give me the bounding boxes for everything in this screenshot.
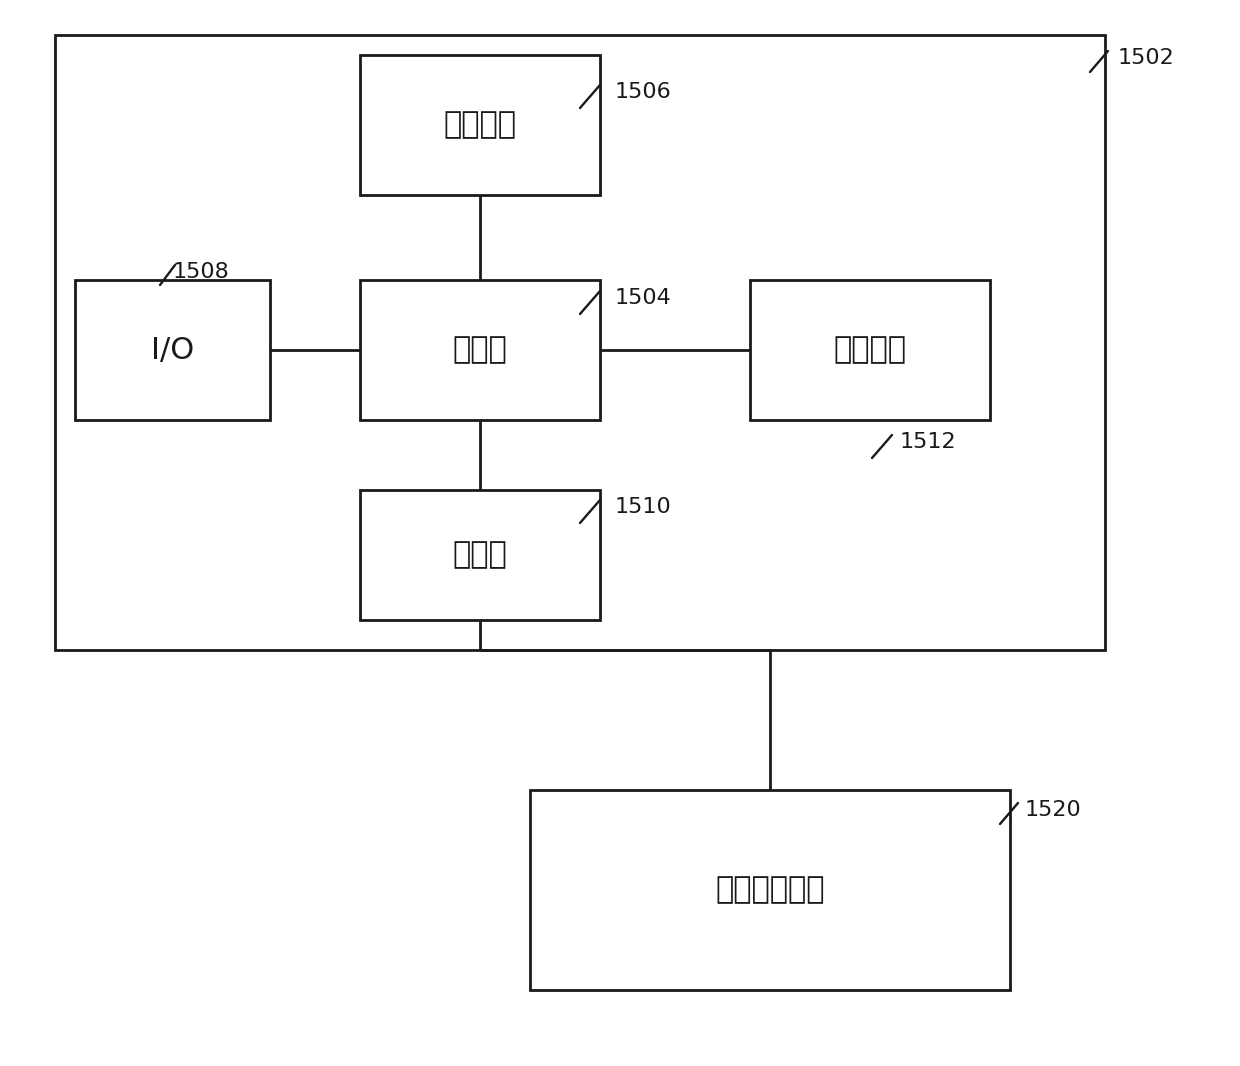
Bar: [55, 35, 1105, 650]
Text: 存储装置: 存储装置: [833, 336, 906, 365]
Text: 1506: 1506: [615, 82, 672, 102]
Bar: [529, 790, 1011, 990]
Bar: [360, 55, 600, 195]
Text: 处理器: 处理器: [453, 336, 507, 365]
Text: 1520: 1520: [1025, 800, 1081, 820]
Bar: [74, 280, 270, 420]
Bar: [750, 280, 990, 420]
Bar: [360, 490, 600, 620]
Text: 1508: 1508: [174, 262, 229, 282]
Bar: [360, 280, 600, 420]
Text: I/O: I/O: [151, 336, 195, 365]
Text: 存储器: 存储器: [453, 540, 507, 569]
Text: 1502: 1502: [1118, 48, 1174, 68]
Text: 网络接口: 网络接口: [444, 111, 517, 140]
Text: 图像采集装置: 图像采集装置: [715, 875, 825, 904]
Text: 1512: 1512: [900, 432, 956, 452]
Text: 1504: 1504: [615, 288, 672, 308]
Text: 1510: 1510: [615, 497, 672, 517]
